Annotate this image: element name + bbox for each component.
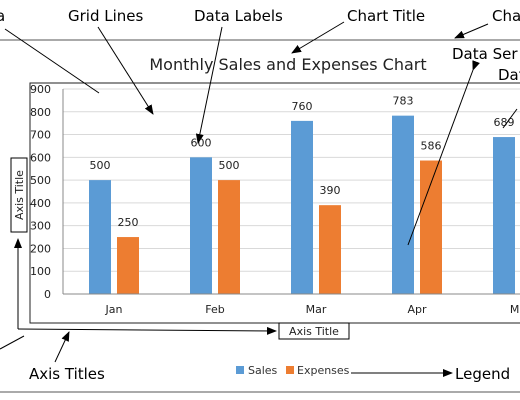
- legend-label-expenses: Expenses: [297, 364, 350, 377]
- y-tick-label-300: 300: [30, 220, 51, 233]
- annotation-data-labels: Data Labels: [194, 7, 283, 25]
- annotation-data-series: Data Ser: [452, 45, 518, 63]
- annotation-data-series-line2: Dat: [498, 66, 520, 84]
- y-tick-label-900: 900: [30, 83, 51, 96]
- data-label-sales-mar: 760: [292, 100, 313, 113]
- x-axis-title: Axis Title: [289, 325, 339, 338]
- legend-swatch-expenses: [286, 366, 294, 374]
- x-tick-label-may: Ma: [510, 303, 520, 316]
- plot-area-frame: [29, 82, 520, 324]
- x-tick-label-feb: Feb: [205, 303, 224, 316]
- data-label-expenses-jan: 250: [118, 216, 139, 229]
- arrow-data-labels: [195, 26, 223, 144]
- arrow-data-series: [407, 60, 480, 246]
- chart-title: Monthly Sales and Expenses Chart: [149, 55, 426, 74]
- bar-expenses-feb: [218, 180, 240, 294]
- data-label-expenses-mar: 390: [320, 184, 341, 197]
- legend-label-sales: Sales: [248, 364, 278, 377]
- bar-sales-feb: [190, 157, 212, 294]
- bar-expenses-mar: [319, 205, 341, 294]
- data-label-sales-jan: 500: [90, 159, 111, 172]
- data-label-sales-feb: 600: [191, 136, 212, 149]
- y-tick-label-500: 500: [30, 174, 51, 187]
- bar-sales-apr: [392, 115, 414, 295]
- data-label-expenses-feb: 500: [219, 159, 240, 172]
- y-tick-label-100: 100: [30, 265, 51, 278]
- y-axis-tick-labels: 0 100 200 300 400 500 600 700 800 900: [30, 83, 51, 301]
- y-tick-label-800: 800: [30, 106, 51, 119]
- bar-sales-jan: [89, 180, 111, 294]
- arrow-chart-title: [291, 21, 345, 54]
- bar-expenses-jan: [117, 237, 139, 294]
- y-axis-title: Axis Title: [13, 170, 26, 220]
- y-tick-label-600: 600: [30, 151, 51, 164]
- arrow-x-axis-title: [17, 326, 277, 335]
- y-tick-label-200: 200: [30, 242, 51, 255]
- x-tick-label-apr: Apr: [407, 303, 427, 316]
- legend-swatch-sales: [236, 366, 244, 374]
- y-tick-label-0: 0: [44, 288, 51, 301]
- x-axis-title-box: [278, 322, 350, 340]
- bars: [89, 115, 515, 295]
- annotation-legend: Legend: [455, 365, 510, 383]
- bar-sales-may: [493, 137, 515, 294]
- y-tick-label-700: 700: [30, 129, 51, 142]
- data-label-sales-apr: 783: [393, 95, 414, 108]
- annotation-chart-area: Cha: [492, 7, 520, 25]
- x-tick-label-jan: Jan: [105, 303, 123, 316]
- arrow-grid-lines: [97, 26, 154, 115]
- arrow-axis-titles-left: [0, 335, 25, 350]
- annotation-plot-area: a: [0, 7, 5, 25]
- annotation-chart-title: Chart Title: [347, 7, 425, 25]
- x-tick-label-mar: Mar: [306, 303, 327, 316]
- arrow-plot-area: [4, 28, 100, 94]
- y-tick-label-400: 400: [30, 197, 51, 210]
- annotation-axis-titles: Axis Titles: [29, 365, 105, 383]
- x-axis-tick-labels: Jan Feb Mar Apr Ma: [105, 303, 520, 316]
- y-axis-title-box: [10, 157, 28, 233]
- arrow-data-series-2: [502, 108, 518, 129]
- bar-sales-mar: [291, 120, 313, 294]
- bar-expenses-apr: [420, 160, 442, 294]
- arrow-axis-titles: [54, 331, 70, 363]
- annotation-arrows: [0, 21, 518, 377]
- arrow-chart-area: [454, 23, 489, 39]
- legend: Sales Expenses: [236, 364, 350, 377]
- data-label-expenses-apr: 586: [421, 140, 442, 153]
- annotation-grid-lines: Grid Lines: [68, 7, 144, 25]
